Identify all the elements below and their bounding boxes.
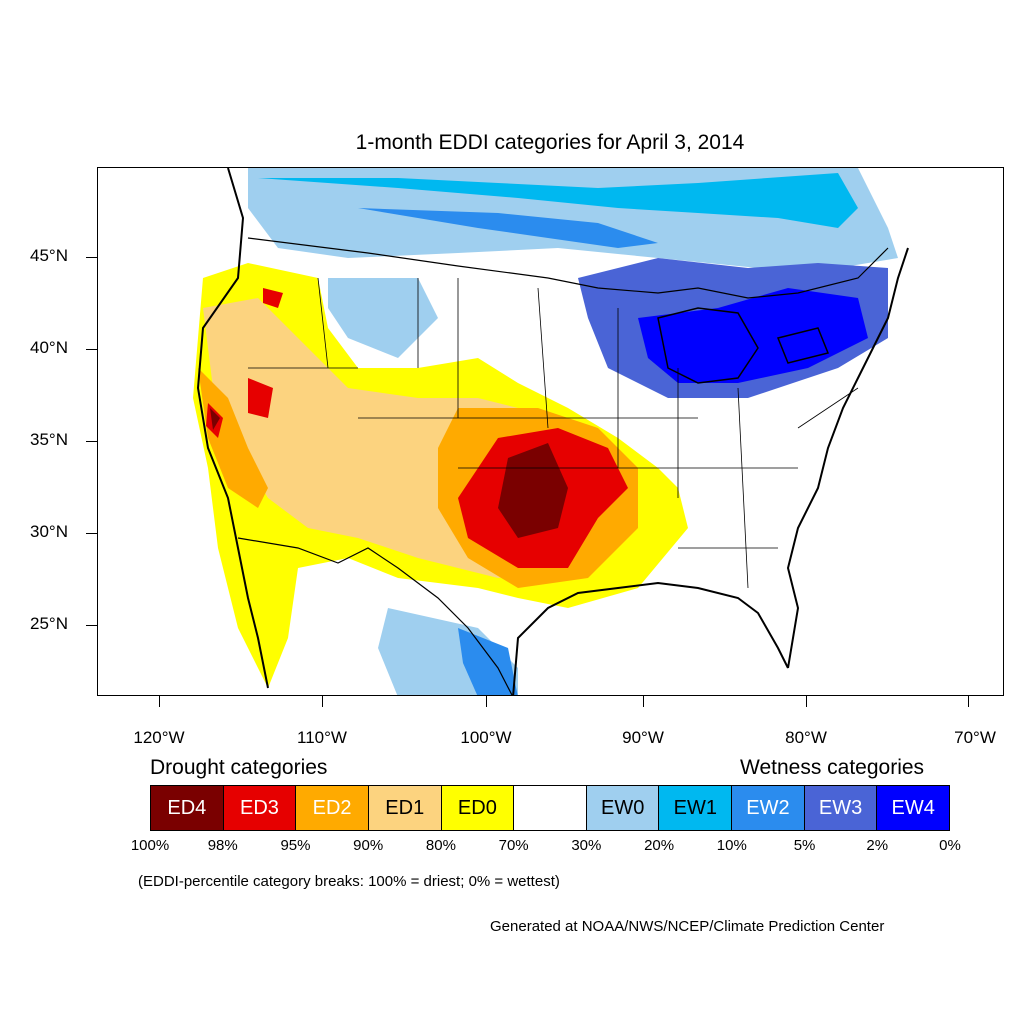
legend-cell-ed2: ED2	[296, 786, 369, 830]
y-tick-label: 25°N	[30, 614, 68, 633]
x-tick-label: 70°W	[954, 728, 996, 747]
drought-region-california-ed4	[210, 408, 220, 430]
x-tick-mark	[806, 696, 807, 707]
y-tick-label: 40°N	[30, 338, 68, 357]
category-break-note: (EDDI-percentile category breaks: 100% =…	[138, 873, 560, 890]
map-panel	[97, 167, 1004, 696]
east-coastline	[786, 247, 909, 669]
x-tick-mark	[486, 696, 487, 707]
x-tick-label: 110°W	[297, 728, 347, 747]
legend-break-label: 80%	[425, 837, 456, 854]
y-tick-mark-40	[86, 349, 97, 350]
state-lines	[248, 277, 859, 589]
west-coastline	[196, 168, 269, 689]
y-tick-label: 30°N	[30, 522, 68, 541]
y-tick-mark-45	[86, 257, 97, 258]
drought-region-nevada-ed3	[248, 378, 273, 418]
x-tick-mark	[643, 696, 644, 707]
legend-break-label: 0%	[939, 837, 961, 854]
wet-region-northern-plains	[328, 278, 438, 358]
wet-region-north-ew1	[258, 173, 858, 228]
x-tick-label: 80°W	[785, 728, 827, 747]
legend-break-label: 30%	[571, 837, 602, 854]
wet-region-north-ew2	[358, 208, 658, 248]
legend-break-label: 10%	[716, 837, 747, 854]
legend-cell-ew1: EW1	[659, 786, 733, 830]
x-tick-label: 120°W	[133, 728, 185, 747]
x-tick-mark	[159, 696, 160, 707]
x-tick-label: 100°W	[460, 728, 512, 747]
legend-cell-ew4: EW4	[877, 786, 950, 830]
us-mexico-border	[237, 537, 513, 695]
y-tick-mark-30	[86, 533, 97, 534]
legend-break-label: 95%	[280, 837, 311, 854]
wetness-categories-heading: Wetness categories	[740, 756, 925, 779]
gulf-coastline	[512, 581, 789, 695]
legend-cell-ed0: ED0	[441, 786, 515, 830]
eddi-map	[193, 168, 909, 695]
category-legend: ED4 ED3 ED2 ED1 ED0 EW0 EW1 EW2 EW3 EW4	[150, 785, 950, 831]
legend-break-label: 2%	[866, 837, 889, 854]
x-tick-mark	[322, 696, 323, 707]
y-tick-mark-35	[86, 441, 97, 442]
y-tick-mark-25	[86, 625, 97, 626]
great-lakes-outline	[657, 307, 830, 384]
x-tick-label: 90°W	[622, 728, 664, 747]
wet-region-great-lakes-ew4	[638, 288, 868, 383]
legend-cell-ew3: EW3	[804, 786, 878, 830]
x-tick-mark	[968, 696, 969, 707]
drought-region-california-ed2	[198, 368, 268, 508]
us-canada-border	[247, 237, 889, 299]
legend-cell-ed1: ED1	[368, 786, 442, 830]
legend-break-label: 98%	[207, 837, 238, 854]
credit-line: Generated at NOAA/NWS/NCEP/Climate Predi…	[490, 918, 885, 935]
legend-break-label: 5%	[793, 837, 816, 854]
legend-cell-ew2: EW2	[732, 786, 805, 830]
legend-cell-ed4: ED4	[151, 786, 224, 830]
legend-break-label: 100%	[130, 837, 170, 854]
drought-region-texas-ed4	[498, 443, 568, 538]
legend-break-label: 90%	[353, 837, 384, 854]
map-title: 1-month EDDI categories for April 3, 201…	[355, 131, 745, 154]
legend-cell-ew0: EW0	[586, 786, 660, 830]
drought-region-idaho-ed3	[263, 288, 283, 308]
legend-break-label: 20%	[644, 837, 675, 854]
legend-break-label: 70%	[498, 837, 529, 854]
y-tick-label: 45°N	[30, 246, 68, 265]
legend-cell-neutral	[514, 786, 587, 830]
y-tick-label: 35°N	[30, 430, 68, 449]
drought-categories-heading: Drought categories	[150, 756, 328, 779]
legend-cell-ed3: ED3	[223, 786, 297, 830]
